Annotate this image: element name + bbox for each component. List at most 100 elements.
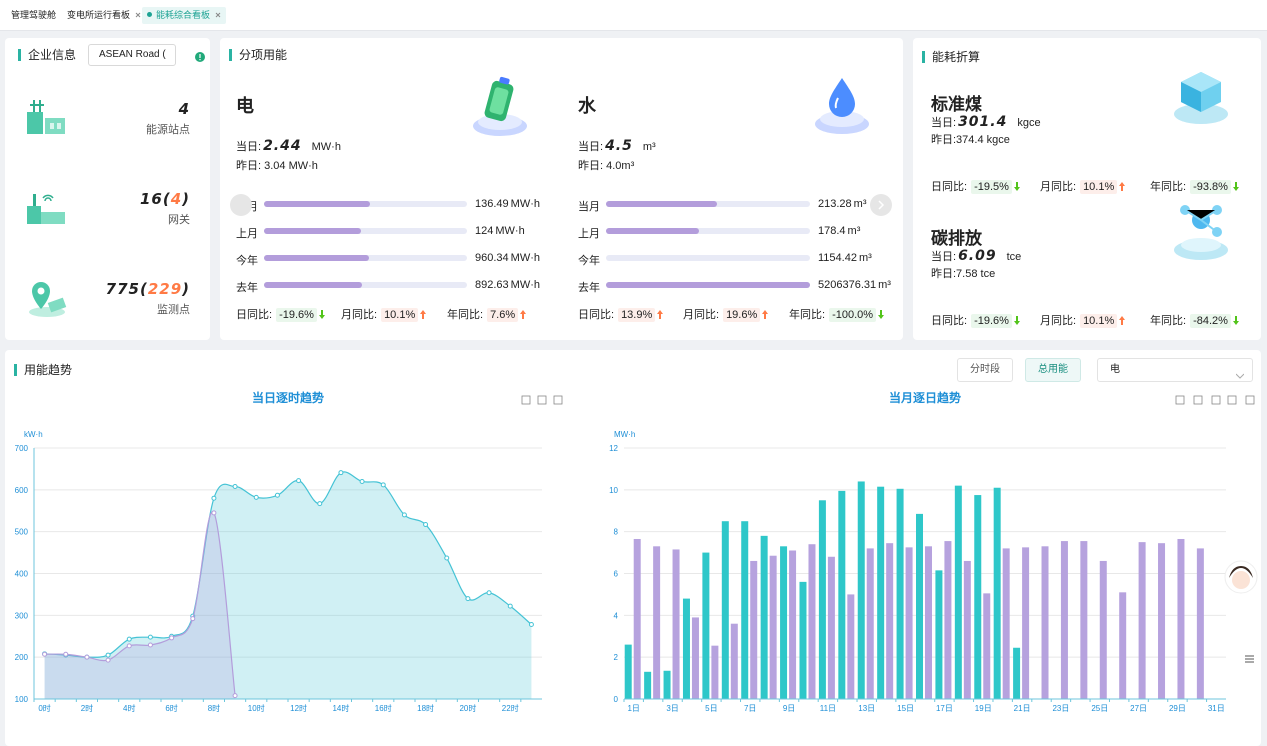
trend-arrow-graphic — [1013, 316, 1020, 325]
trend-arrow — [420, 310, 427, 322]
info-icon-graphic — [195, 52, 205, 62]
tab[interactable]: 变电所运行看板 — [62, 7, 146, 24]
row-label: 去年 — [236, 282, 258, 294]
ratio-label: 日同比: — [578, 309, 615, 321]
trend-arrow — [878, 310, 885, 322]
stat-value-part: 229 — [147, 280, 183, 298]
ratio-label: 年同比: — [789, 309, 826, 321]
trend-arrow — [657, 310, 664, 322]
ratio-label: 月同比: — [683, 309, 720, 321]
ratio-label: 日同比: — [931, 315, 968, 327]
ratio: 年同比: -100.0% — [789, 306, 885, 322]
trend-arrow-graphic — [520, 310, 527, 319]
progress-fill — [606, 201, 718, 207]
tab[interactable]: 能耗综合看板 — [142, 7, 227, 24]
conversion-panel: 能耗折算 标准煤 当日: 301.4 kgce 昨日:374.4 kgce 日同比: -19.… — [913, 38, 1261, 340]
row-unit: MW·h — [510, 198, 540, 210]
yesterday: 昨日: 4.0m³ — [578, 160, 635, 172]
row-number: 1154.42 — [818, 252, 857, 264]
ratio: 月同比: 10.1% — [1040, 312, 1126, 328]
today-label: 当日: — [236, 141, 262, 153]
ratio-value: 7.6% — [487, 308, 519, 322]
tab-close-graphic — [215, 12, 221, 18]
tab-close — [135, 7, 141, 24]
progress-fill — [264, 282, 362, 288]
row-number: 5206376.31 — [818, 279, 877, 291]
trend-arrow — [1119, 182, 1126, 194]
row-label: 上月 — [236, 228, 258, 240]
row-label: 今年 — [236, 255, 258, 267]
trend-arrow-graphic — [1013, 182, 1020, 191]
stat-value-part: 775( — [105, 280, 148, 298]
conv-illustration-graphic — [1174, 205, 1228, 260]
ratio-label: 月同比: — [1040, 315, 1077, 327]
row-unit: MW·h — [510, 279, 540, 291]
stat-value-part: ) — [182, 280, 190, 298]
stat-icon — [25, 188, 69, 233]
ratio: 月同比: 19.6% — [683, 306, 769, 322]
toggle-button[interactable]: 总用能 — [1025, 358, 1081, 382]
trend-arrow — [1232, 316, 1239, 328]
site-select[interactable]: ASEAN Road ( — [88, 44, 176, 66]
toggle-button[interactable]: 分时段 — [957, 358, 1013, 382]
today-label: 当日: — [931, 117, 957, 129]
ratio: 年同比: -84.2% — [1150, 312, 1239, 328]
today-unit: m³ — [642, 141, 656, 153]
progress-track — [264, 282, 467, 288]
tab[interactable]: 管理驾驶舱 — [6, 7, 61, 24]
stat-value-part: 4 — [170, 190, 183, 208]
trend-arrow — [520, 310, 527, 322]
ratio: 年同比: 7.6% — [447, 306, 527, 322]
ratio: 月同比: 10.1% — [341, 306, 427, 322]
panel-title: 能耗折算 — [922, 51, 980, 63]
ratio-value: -19.6% — [276, 308, 317, 322]
panel-title: 用能趋势 — [14, 364, 72, 376]
row-unit: MW·h — [495, 225, 525, 237]
row-unit: m³ — [847, 225, 861, 237]
row-unit: m³ — [878, 279, 891, 291]
stat-icon — [25, 278, 69, 323]
carousel-next — [870, 194, 892, 221]
stat-value: 775(229) — [106, 280, 190, 298]
today-value: 6.09 — [958, 248, 997, 264]
progress-track — [606, 228, 810, 234]
progress-fill — [264, 228, 361, 234]
row-number: 178.4 — [818, 225, 846, 237]
conv-illustration-graphic — [1174, 72, 1228, 124]
conv-name: 标准煤 — [931, 95, 982, 114]
stat-value: 16(4) — [140, 190, 190, 208]
progress-track — [606, 255, 810, 261]
row-number: 213.28 — [818, 198, 852, 210]
trend-arrow — [318, 310, 325, 322]
row-number: 136.49 — [475, 198, 509, 210]
trend-arrow-graphic — [762, 310, 769, 319]
trend-arrow-graphic — [420, 310, 427, 319]
tab-label: 管理驾驶舱 — [11, 10, 57, 20]
ratio-label: 月同比: — [341, 309, 378, 321]
row-label: 上月 — [578, 228, 600, 240]
today-value: 301.4 — [958, 114, 1008, 130]
energy-select[interactable]: 电 — [1097, 358, 1253, 382]
energy-illustration — [812, 74, 872, 143]
trend-arrow — [1013, 182, 1020, 194]
tab-close — [215, 7, 221, 24]
trend-arrow-graphic — [1232, 316, 1239, 325]
row-label: 去年 — [578, 282, 600, 294]
carousel-prev-graphic — [230, 194, 252, 216]
ratio: 日同比: -19.6% — [931, 312, 1020, 328]
progress-track — [264, 228, 467, 234]
carousel-prev — [230, 194, 252, 221]
row-value: 213.28 m³ — [818, 198, 866, 210]
trend-arrow-graphic — [1119, 316, 1126, 325]
today: 当日: 6.09 tce — [931, 248, 1021, 264]
ratio-label: 年同比: — [447, 309, 484, 321]
carousel-next-graphic — [870, 194, 892, 216]
today-unit: kgce — [1017, 117, 1041, 129]
trend-panel: 用能趋势 分时段 总用能电 — [5, 350, 1261, 746]
yesterday: 昨日: 3.04 MW·h — [236, 160, 318, 172]
conv-illustration — [1171, 64, 1231, 133]
row-value: 5206376.31 m³ — [818, 279, 891, 291]
ratio-value: -93.8% — [1190, 180, 1231, 194]
progress-fill — [264, 255, 370, 261]
row-unit: MW·h — [510, 252, 540, 264]
